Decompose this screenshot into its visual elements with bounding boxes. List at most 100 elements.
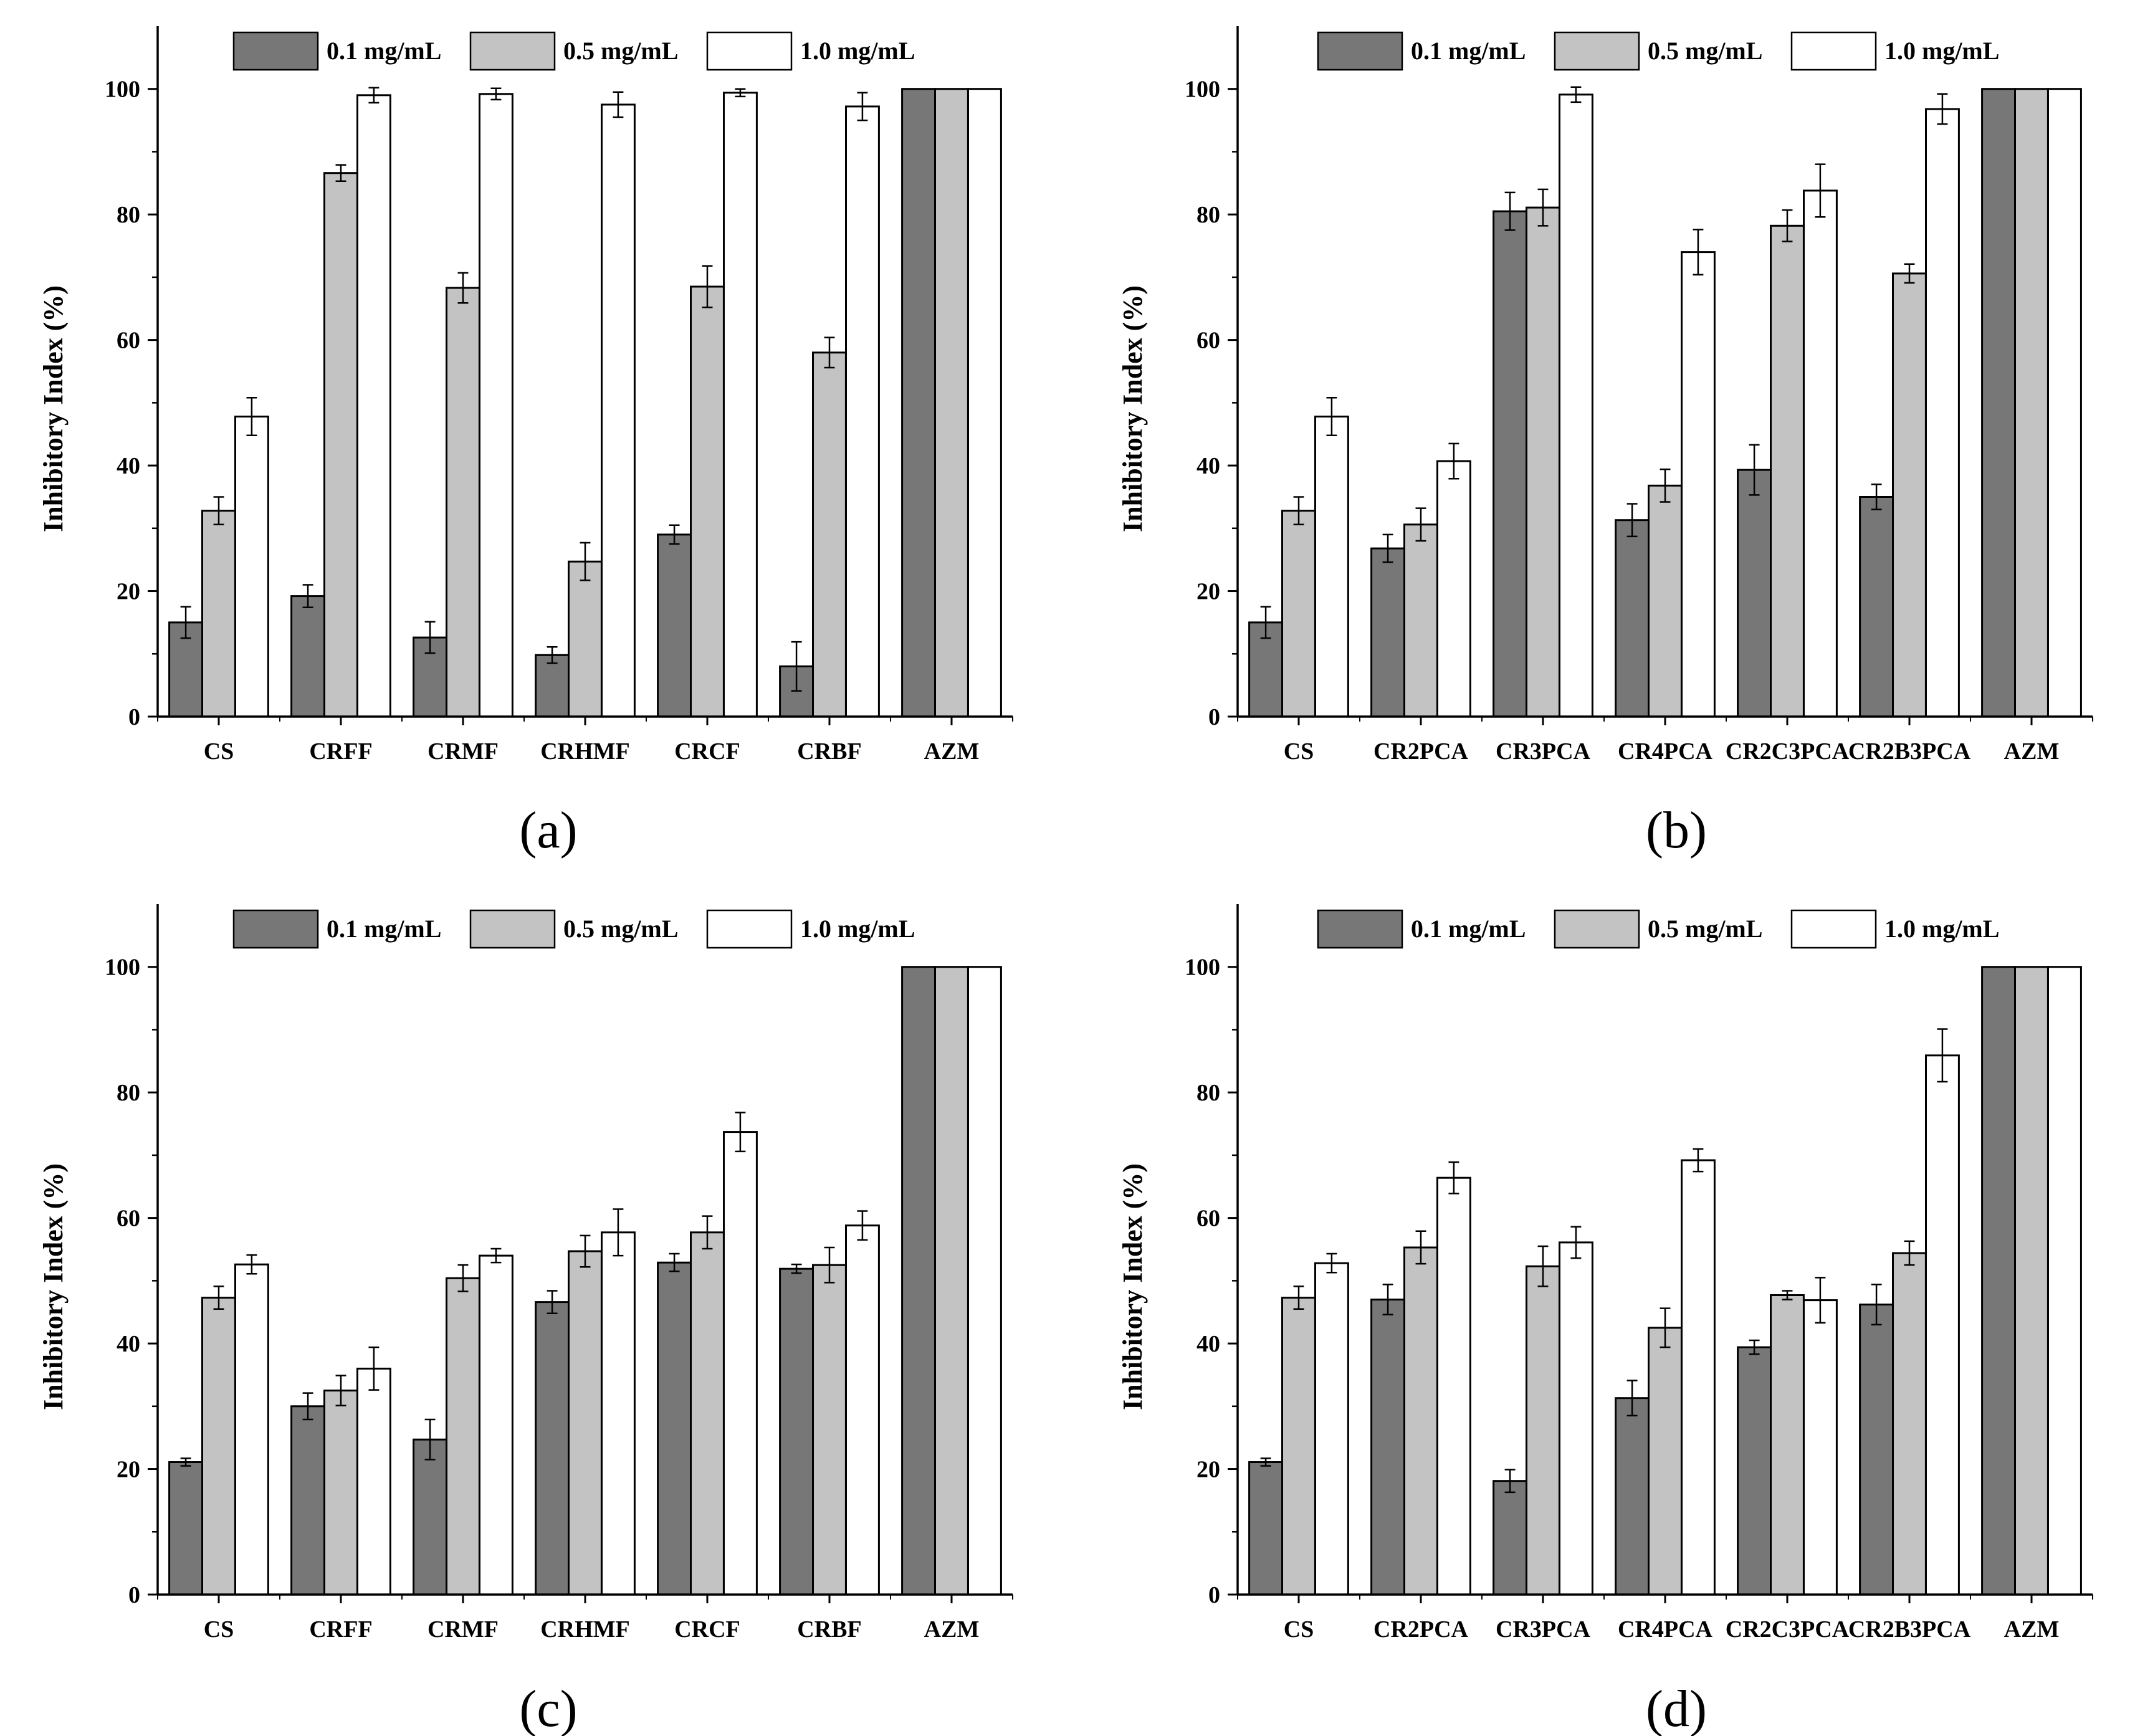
bar: [1859, 1304, 1894, 1596]
panel-caption: (b): [1646, 801, 1707, 859]
y-tick-label: 40: [1196, 1331, 1220, 1357]
x-tick-label: AZM: [2004, 1616, 2060, 1643]
bar: [1648, 1327, 1683, 1596]
x-tick-label: CRHMF: [540, 738, 630, 765]
legend-swatch: [469, 909, 556, 949]
bar: [1615, 519, 1650, 718]
bar: [901, 88, 936, 718]
bar: [601, 103, 636, 718]
bar: [323, 1390, 358, 1596]
legend-label: 1.0 mg/mL: [800, 915, 915, 943]
y-axis-title: Inhibitory Index (%): [1117, 285, 1148, 532]
bar: [1925, 108, 1960, 718]
bar: [1436, 460, 1471, 718]
bar: [413, 1438, 447, 1596]
bar: [201, 1297, 236, 1596]
x-tick-label: CRFF: [309, 738, 372, 765]
bar: [1803, 189, 1838, 718]
legend: 0.1 mg/mL 0.5 mg/mL 1.0 mg/mL: [1317, 909, 1999, 949]
bar: [1436, 1176, 1471, 1596]
bar: [1859, 496, 1894, 718]
bar: [1314, 416, 1349, 718]
x-tick-label: AZM: [924, 738, 980, 765]
x-tick-label: CR4PCA: [1618, 738, 1713, 765]
bar: [690, 285, 725, 718]
bar: [568, 1250, 603, 1596]
chart-panel-3: CS CRFF CRMF CRHMF CRCF CRBF AZM 0 20 40 60 80 100 In…: [38, 904, 1013, 1736]
legend-label: 0.5 mg/mL: [563, 37, 678, 65]
bar: [201, 510, 236, 718]
bar: [601, 1231, 636, 1596]
bar: [479, 1254, 513, 1596]
legend: 0.1 mg/mL 0.5 mg/mL 1.0 mg/mL: [232, 909, 915, 949]
x-tick-label: CR2PCA: [1373, 738, 1469, 765]
y-tick-label: 100: [1185, 955, 1220, 981]
bar: [2047, 966, 2082, 1596]
bar: [1770, 224, 1805, 718]
y-tick-label: 20: [1196, 1457, 1220, 1483]
bar: [1370, 1299, 1406, 1596]
bar: [690, 1231, 725, 1596]
y-tick-label: 20: [117, 579, 140, 605]
y-tick-label: 80: [117, 1080, 140, 1106]
panel-caption: (a): [519, 801, 577, 859]
bar: [1526, 206, 1560, 718]
legend-swatch: [1790, 909, 1877, 949]
x-tick-label: CR2B3PCA: [1848, 738, 1971, 765]
bar: [1925, 1054, 1960, 1596]
bar: [657, 533, 692, 718]
x-tick-label: CRMF: [427, 738, 499, 765]
y-tick-label: 0: [1208, 704, 1220, 730]
bar: [723, 92, 758, 718]
legend: 0.1 mg/mL 0.5 mg/mL 1.0 mg/mL: [1317, 31, 1999, 71]
y-tick-label: 80: [117, 202, 140, 228]
y-tick-label: 0: [128, 704, 140, 730]
x-tick-label: CRCF: [674, 738, 740, 765]
bar: [446, 1277, 480, 1596]
bar: [723, 1131, 758, 1596]
x-tick-label: CRMF: [427, 1616, 499, 1643]
bar: [1981, 966, 2017, 1596]
y-tick-label: 40: [117, 1331, 140, 1357]
bar: [1559, 1241, 1593, 1596]
bar: [1892, 1252, 1927, 1596]
panel-caption: (d): [1646, 1680, 1707, 1736]
y-tick-label: 0: [1208, 1582, 1220, 1608]
x-tick-label: CR4PCA: [1618, 1616, 1713, 1643]
bar: [779, 1267, 814, 1596]
bar: [1526, 1265, 1560, 1596]
y-tick-label: 20: [117, 1457, 140, 1483]
legend-label: 0.1 mg/mL: [327, 915, 441, 943]
legend-swatch: [232, 31, 319, 71]
legend-swatch: [1554, 909, 1640, 949]
bar: [1403, 1246, 1438, 1596]
panel-caption: (c): [519, 1680, 577, 1736]
bar: [535, 1301, 570, 1596]
legend-label: 1.0 mg/mL: [800, 37, 915, 65]
bar: [1281, 1297, 1316, 1596]
bar: [234, 1263, 269, 1596]
x-tick-label: CS: [204, 1616, 234, 1643]
bar: [290, 1405, 326, 1596]
bar: [2047, 88, 2082, 718]
legend-label: 0.1 mg/mL: [327, 37, 441, 65]
bar: [812, 1264, 847, 1596]
bar: [356, 1367, 391, 1596]
y-tick-label: 20: [1196, 579, 1220, 605]
bar: [234, 416, 269, 718]
bar: [323, 172, 358, 718]
x-tick-label: CRBF: [797, 738, 861, 765]
bar: [1493, 1480, 1528, 1596]
bar: [1981, 88, 2017, 718]
bar: [967, 966, 1002, 1596]
bar: [2014, 88, 2049, 718]
bar: [356, 94, 391, 718]
legend-label: 0.5 mg/mL: [1648, 37, 1762, 65]
y-tick-label: 0: [128, 1582, 140, 1608]
bar: [845, 105, 880, 718]
chart-panel-1: CS CRFF CRMF CRHMF CRCF CRBF AZM 0 20 40 60 80 100 In…: [38, 26, 1013, 859]
x-tick-label: CRBF: [797, 1616, 861, 1643]
x-tick-label: CR2PCA: [1373, 1616, 1469, 1643]
x-tick-label: AZM: [924, 1616, 980, 1643]
